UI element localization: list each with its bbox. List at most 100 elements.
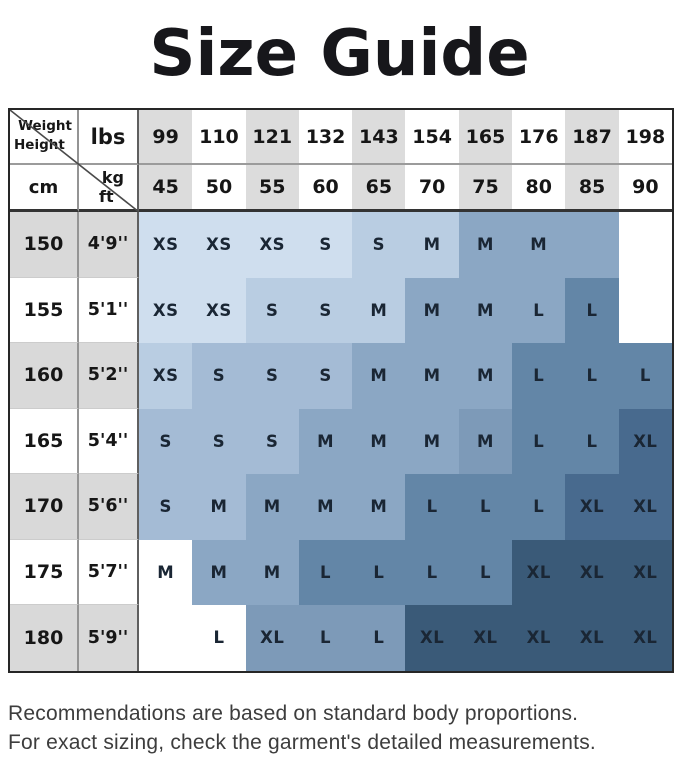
size-cell: XL (565, 539, 619, 605)
size-cell: L (405, 539, 459, 605)
size-cell: XL (512, 539, 566, 605)
size-cell: M (352, 474, 406, 540)
size-cell: M (405, 212, 459, 278)
height-ft-cell: 5'6'' (79, 474, 139, 540)
weight-lbs-header: 187 (565, 110, 619, 165)
size-cell: M (192, 474, 246, 540)
size-cell: S (245, 343, 299, 409)
size-cell: S (298, 212, 353, 278)
size-cell: M (352, 277, 406, 343)
size-cell: M (512, 212, 566, 278)
size-cell: M (458, 408, 513, 474)
height-cm-cell: 180 (10, 605, 79, 671)
weight-kg-header: 80 (512, 165, 566, 212)
height-cm-cell: 160 (10, 343, 79, 409)
size-cell: M (245, 539, 299, 605)
weight-kg-header: 45 (139, 165, 193, 212)
size-cell: M (352, 343, 406, 409)
height-cm-cell: 175 (10, 539, 79, 605)
size-cell: L (618, 343, 672, 409)
size-cell (565, 212, 619, 278)
size-cell (618, 212, 672, 278)
weight-lbs-header: 121 (245, 110, 299, 165)
cm-unit-header: cm (10, 165, 79, 212)
size-cell: L (512, 277, 566, 343)
size-chart-table: Weight Height lbs 99 110 121 132 143 154 165 176 18… (8, 108, 674, 673)
size-cell: S (352, 212, 406, 278)
weight-height-corner-cell: Weight Height (10, 110, 79, 165)
weight-lbs-header: 110 (192, 110, 246, 165)
size-cell: XL (512, 605, 566, 671)
size-cell: S (139, 474, 193, 540)
size-cell: L (405, 474, 459, 540)
size-cell: XL (565, 474, 619, 540)
size-cell: XS (139, 343, 193, 409)
height-ft-cell: 5'4'' (79, 408, 139, 474)
height-cm-cell: 170 (10, 474, 79, 540)
size-cell: XL (458, 605, 513, 671)
size-cell: L (565, 408, 619, 474)
size-cell: M (458, 343, 513, 409)
weight-lbs-header: 165 (458, 110, 513, 165)
height-ft-cell: 5'7'' (79, 539, 139, 605)
size-cell: M (298, 474, 353, 540)
height-ft-cell: 5'9'' (79, 605, 139, 671)
kg-ft-unit-header: kg ft (79, 165, 139, 212)
size-cell: M (405, 408, 459, 474)
size-cell: XS (245, 212, 299, 278)
weight-kg-header: 55 (245, 165, 299, 212)
size-cell: L (298, 539, 353, 605)
height-ft-cell: 5'2'' (79, 343, 139, 409)
size-cell: M (405, 277, 459, 343)
footer-line-1: Recommendations are based on standard bo… (8, 701, 579, 725)
size-cell: M (139, 539, 193, 605)
weight-kg-header: 90 (618, 165, 672, 212)
size-cell: L (512, 474, 566, 540)
size-cell: L (192, 605, 246, 671)
size-cell: L (565, 277, 619, 343)
weight-axis-label: Weight (18, 118, 72, 134)
size-cell: L (565, 343, 619, 409)
size-cell: L (512, 408, 566, 474)
height-ft-cell: 5'1'' (79, 277, 139, 343)
size-cell: S (298, 277, 353, 343)
weight-lbs-header: 154 (405, 110, 459, 165)
weight-kg-header: 70 (405, 165, 459, 212)
weight-lbs-header: 132 (298, 110, 353, 165)
weight-kg-header: 60 (298, 165, 353, 212)
size-cell: S (192, 343, 246, 409)
size-cell: XL (618, 539, 672, 605)
weight-lbs-header: 99 (139, 110, 193, 165)
weight-kg-header: 75 (458, 165, 513, 212)
weight-kg-header: 85 (565, 165, 619, 212)
size-cell: S (139, 408, 193, 474)
size-cell: M (458, 212, 513, 278)
height-cm-cell: 165 (10, 408, 79, 474)
size-cell: M (298, 408, 353, 474)
size-cell: XL (618, 605, 672, 671)
weight-kg-header: 50 (192, 165, 246, 212)
size-cell: L (352, 605, 406, 671)
kg-unit-label: kg (101, 168, 124, 187)
size-cell: L (298, 605, 353, 671)
size-cell: L (512, 343, 566, 409)
size-cell: XL (405, 605, 459, 671)
weight-lbs-header: 176 (512, 110, 566, 165)
size-cell: S (298, 343, 353, 409)
size-cell: M (352, 408, 406, 474)
size-cell: XS (139, 277, 193, 343)
footer-note: Recommendations are based on standard bo… (8, 699, 671, 759)
size-cell: M (458, 277, 513, 343)
size-cell: XS (192, 277, 246, 343)
size-cell: M (245, 474, 299, 540)
size-cell: XL (618, 474, 672, 540)
weight-kg-header: 65 (352, 165, 406, 212)
size-cell: XS (139, 212, 193, 278)
height-ft-cell: 4'9'' (79, 212, 139, 278)
size-cell: M (405, 343, 459, 409)
height-cm-cell: 150 (10, 212, 79, 278)
size-cell: S (192, 408, 246, 474)
size-cell: XS (192, 212, 246, 278)
size-cell: L (458, 539, 513, 605)
size-cell: XL (618, 408, 672, 474)
